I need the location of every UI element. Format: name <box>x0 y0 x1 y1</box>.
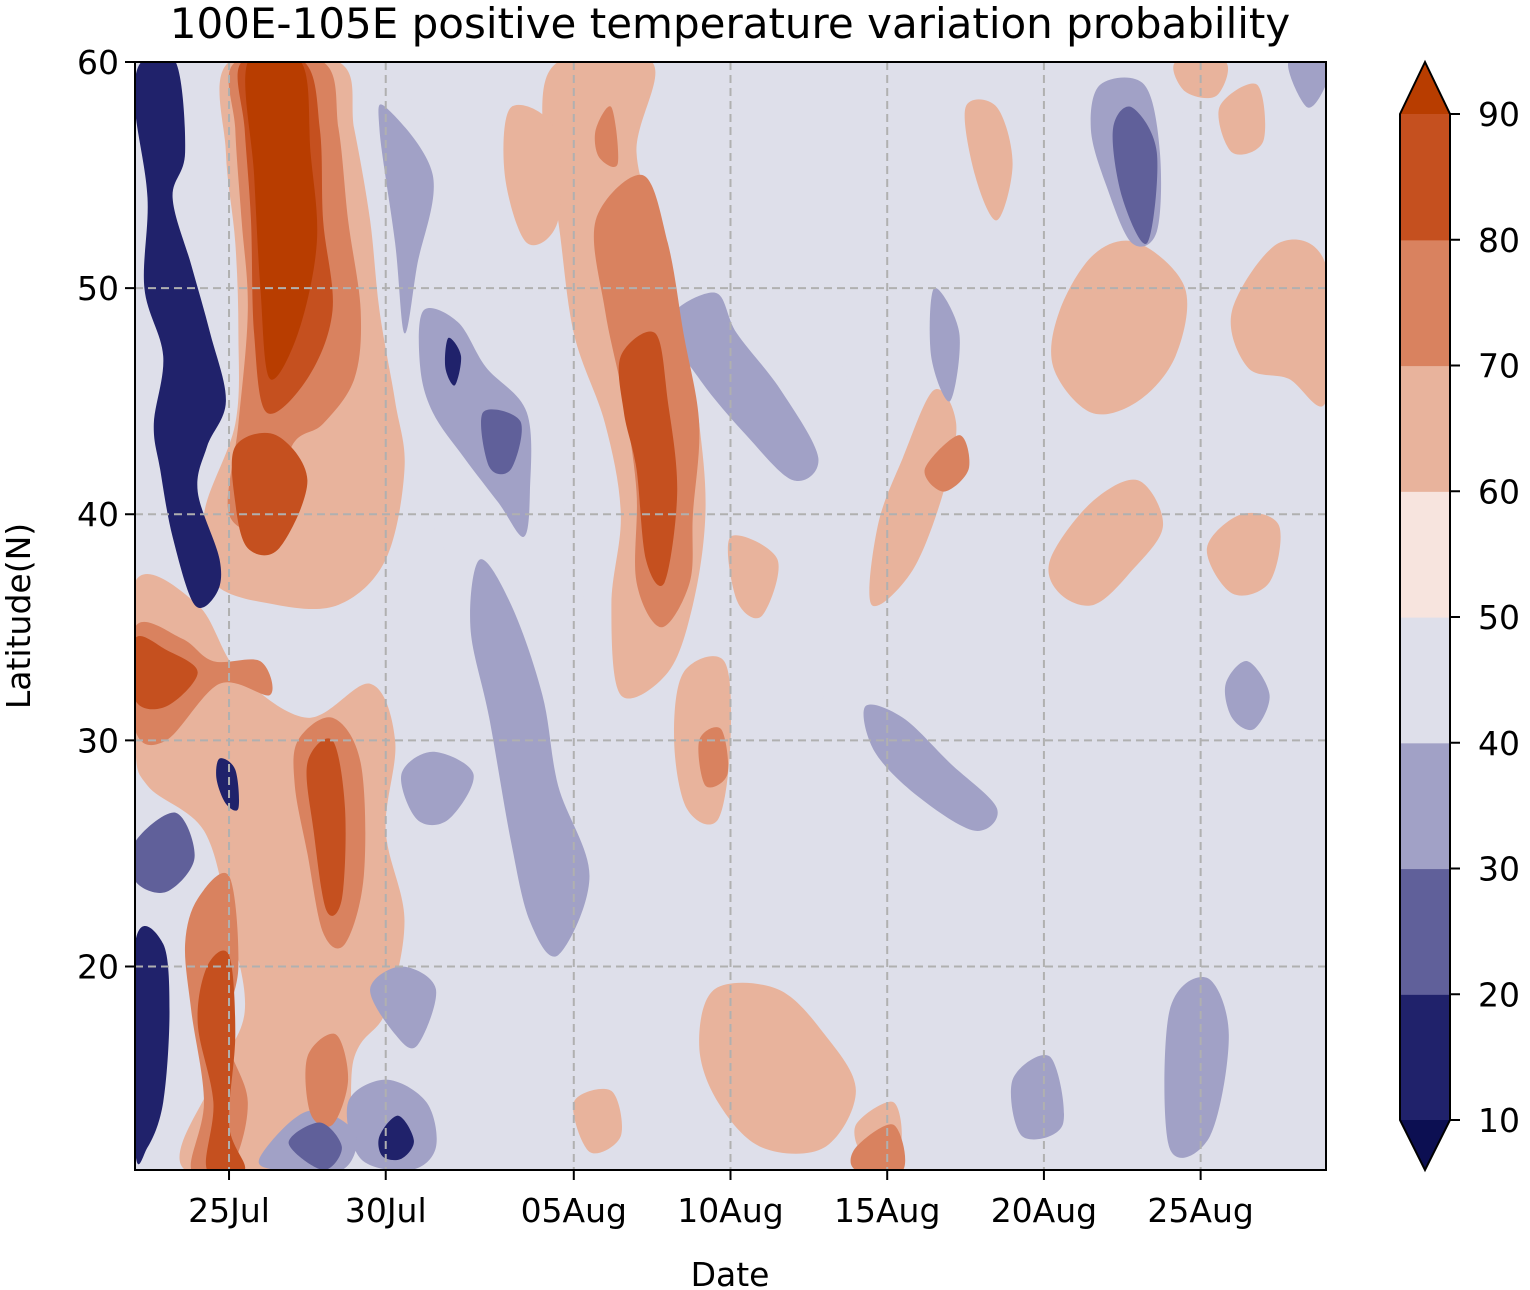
chart-title: 100E-105E positive temperature variation… <box>170 0 1291 48</box>
colorbar-extend-max <box>1400 62 1450 114</box>
colorbar-tick-label: 20 <box>1478 975 1520 1014</box>
contour-region-60 <box>1206 512 1281 596</box>
colorbar-extend-min <box>1400 1120 1450 1170</box>
contour-region-60 <box>869 389 957 607</box>
contour-region-40 <box>1276 730 1326 835</box>
contour-region-30 <box>470 559 590 957</box>
x-tick-label: 25Aug <box>1147 1191 1253 1230</box>
colorbar-segment <box>1400 365 1450 492</box>
contour-region-60 <box>727 535 779 619</box>
colorbar-segment <box>1400 994 1450 1121</box>
contour-region-10 <box>444 337 462 386</box>
contour-region-60 <box>503 104 562 246</box>
contour-region-30 <box>929 287 960 402</box>
colorbar-tick-label: 40 <box>1478 724 1520 763</box>
colorbar-tick-label: 80 <box>1478 221 1520 260</box>
contour-region-10 <box>135 926 170 1165</box>
contour-region-70 <box>305 1033 349 1127</box>
colorbar: 10 20 30 40 50 60 70 80 90 <box>1399 59 1520 1173</box>
x-tick-label: 25Jul <box>188 1191 270 1230</box>
contour-region-30 <box>1164 976 1229 1158</box>
contour-region-60 <box>573 1088 623 1154</box>
contour-region-30 <box>400 751 474 826</box>
y-tick-label: 20 <box>77 947 119 986</box>
contour-region-80 <box>306 738 346 916</box>
contour-region-70 <box>850 1124 906 1170</box>
contour-region-80 <box>231 432 308 556</box>
y-axis: 20 30 40 50 60 <box>77 43 135 986</box>
colorbar-tick-label: 90 <box>1478 95 1520 134</box>
contour-region-90 <box>245 62 318 380</box>
colorbar-segment <box>1400 742 1450 870</box>
contour-region-60 <box>699 982 856 1154</box>
contour-region-80 <box>618 331 678 586</box>
colorbar-tick-label: 70 <box>1478 347 1520 386</box>
contour-region-30 <box>667 292 819 482</box>
contour-region-60 <box>964 99 1013 221</box>
contour-region-20 <box>1112 106 1158 244</box>
colorbar-tick-label: 50 <box>1478 598 1520 637</box>
x-tick-label: 10Aug <box>677 1191 783 1230</box>
contour-region-30 <box>378 104 434 334</box>
contour-region-10 <box>378 1115 414 1161</box>
colorbar-segment <box>1400 491 1450 618</box>
x-tick-label: 20Aug <box>991 1191 1097 1230</box>
grid-layer <box>135 61 1326 1170</box>
contour-region-30 <box>863 704 998 831</box>
colorbar-tick-label: 30 <box>1478 850 1520 889</box>
contour-region-30 <box>1010 1055 1065 1140</box>
contour-region-30 <box>1224 661 1270 731</box>
contour-region-20 <box>288 1122 342 1170</box>
colorbar-tick-label: 10 <box>1478 1101 1520 1140</box>
colorbar-segment <box>1400 617 1450 744</box>
colorbar-segment <box>1400 239 1450 367</box>
y-tick-label: 40 <box>77 495 119 534</box>
y-tick-label: 50 <box>77 269 119 308</box>
y-tick-label: 60 <box>77 43 119 82</box>
contour-region-60 <box>1218 83 1266 155</box>
contour-region-20 <box>481 409 522 475</box>
x-tick-label: 05Aug <box>521 1191 627 1230</box>
contour-region-60 <box>1051 240 1188 415</box>
x-tick-label: 30Jul <box>345 1191 427 1230</box>
contour-region-80 <box>197 950 246 1170</box>
x-tick-label: 15Aug <box>834 1191 940 1230</box>
x-axis-title: Date <box>691 1255 770 1290</box>
contour-region-20 <box>135 812 195 893</box>
contour-region-60 <box>1230 239 1326 407</box>
y-tick-label: 30 <box>77 721 119 760</box>
contour-region-70 <box>594 106 619 168</box>
y-axis-title: Latitude(N) <box>0 523 38 709</box>
colorbar-segment <box>1400 114 1450 241</box>
contour-region-70 <box>924 435 970 492</box>
contour-region-40 <box>361 62 644 992</box>
colorbar-tick-label: 60 <box>1478 472 1520 511</box>
contour-region-10 <box>216 758 240 811</box>
colorbar-segment <box>1400 868 1450 995</box>
contour-region-60 <box>1048 479 1164 606</box>
contour-region-30 <box>1288 62 1326 108</box>
contour-region-80 <box>135 636 198 710</box>
x-axis: 25Jul 30Jul 05Aug 10Aug 15Aug 20Aug 25Aug <box>188 1170 1254 1230</box>
contour-region-70 <box>698 727 729 788</box>
contour-region-10 <box>135 62 226 608</box>
